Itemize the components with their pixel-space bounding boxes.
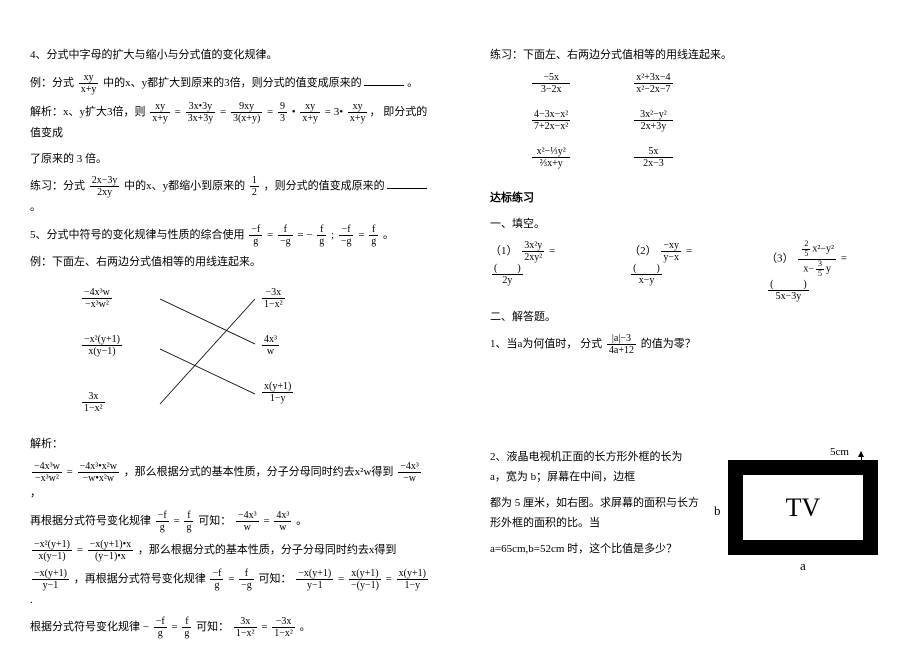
example-4: 例：分式 xyx+y 中的x、y都扩大到原来的3倍，则分式的值变成原来的 。 [30, 72, 430, 95]
practice-1: 练习：分式 2x−3y2xy 中的x、y都缩小到原来的 12 ，则分式的值变成原… [30, 175, 430, 218]
question-1: 1、当a为何值时， 分式 |a|−34a+12 的值为零？ [490, 333, 890, 356]
matching-diagram: −4x³w−x³w² −x²(y+1)x(y−1) 3x1−x² −3x1−x²… [70, 279, 370, 429]
fill-heading: 一、填空。 [490, 215, 890, 235]
tv-figure: 5cm TV b a [710, 448, 890, 568]
blank-2[interactable] [387, 177, 427, 189]
practice-title: 练习：下面左、右两边分式值相等的用线连起来。 [490, 46, 890, 66]
matching-practice: −5x3−2x 4−3x−x²7+2x−x² x²−⅓y²⅔x+y x²+3x−… [530, 72, 890, 169]
left-column: 4、分式中字母的扩大与缩小与分式值的变化规律。 例：分式 xyx+y 中的x、y… [30, 40, 430, 645]
analysis-5: 解析： [30, 435, 430, 455]
answer-heading: 二、解答题。 [490, 308, 890, 328]
heading-4: 4、分式中字母的扩大与缩小与分式值的变化规律。 [30, 46, 430, 66]
blank-1[interactable] [364, 74, 404, 86]
right-column: 练习：下面左、右两边分式值相等的用线连起来。 −5x3−2x 4−3x−x²7+… [490, 40, 890, 645]
fill-problems: （1） 3x²y2xy² = ( )2y （2） −xyy−x = ( )x−y… [490, 240, 890, 301]
question-2: 5cm TV b a 2、液晶电视机正面的长方形外框的长为 a，宽为 b；屏幕在… [490, 448, 890, 559]
analysis-4: 解析：x、y扩大3倍，则 xyx+y = 3x•3y3x+3y = 9xy3(x… [30, 101, 430, 144]
example-5: 例：下面左、右两边分式值相等的用线连起来。 [30, 253, 430, 273]
heading-5: 5、分式中符号的变化规律与性质的综合使用 −fg = f−g = − fg ; … [30, 224, 430, 247]
section-heading: 达标练习 [490, 189, 890, 209]
tv-screen: TV [743, 475, 863, 540]
